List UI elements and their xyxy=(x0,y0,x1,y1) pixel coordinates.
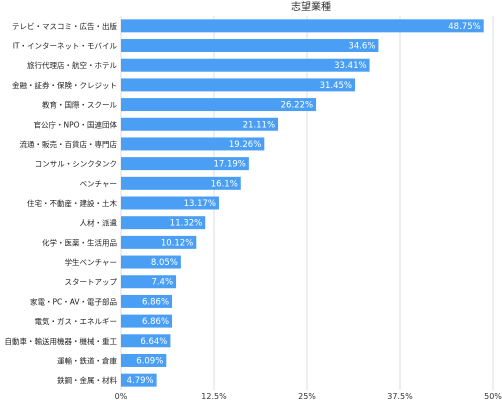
bar-value-label: 7.4% xyxy=(151,278,173,288)
bar xyxy=(121,176,241,190)
x-tick-label: 0% xyxy=(115,392,128,400)
category-label: ベンチャー xyxy=(80,179,117,188)
bar xyxy=(121,39,379,53)
bar-value-label: 13.17% xyxy=(184,199,216,209)
category-label: 自動車・輸送用機器・機械・重工 xyxy=(5,336,118,346)
bar xyxy=(121,275,177,289)
bar-value-label: 19.26% xyxy=(229,140,261,150)
x-tick-label: 12.5% xyxy=(201,392,227,400)
bar-value-label: 31.45% xyxy=(320,81,352,91)
bar-value-label: 16.1% xyxy=(211,179,238,189)
category-label: テレビ・マスコミ・広告・出版 xyxy=(12,21,117,31)
category-label: 電気・ガス・エネルギー xyxy=(35,316,118,326)
grid xyxy=(120,16,494,390)
bar-value-label: 4.79% xyxy=(127,376,154,386)
bar-value-label: 6.86% xyxy=(142,297,169,307)
x-tick-label: 25% xyxy=(298,392,316,400)
bar-value-label: 34.6% xyxy=(348,42,375,52)
bar xyxy=(121,98,317,112)
bar-value-label: 6.09% xyxy=(136,356,163,366)
bar-value-label: 6.86% xyxy=(142,317,169,327)
category-label: 人材・派遣 xyxy=(80,218,118,228)
bar-value-label: 33.41% xyxy=(334,61,366,71)
category-label: 鉄鋼・金属・材料 xyxy=(57,375,117,385)
category-label: スタートアップ xyxy=(65,278,118,287)
x-tick-label: 37.5% xyxy=(387,392,413,400)
bar-value-label: 48.75% xyxy=(448,22,480,32)
bar xyxy=(121,334,171,348)
x-tick-label: 50% xyxy=(484,392,502,400)
x-axis: 0% 12.5% 25% 37.5% 50% xyxy=(115,392,502,400)
bar xyxy=(121,216,206,230)
bar-value-label: 17.19% xyxy=(213,160,245,170)
category-label: 旅行代理店・航空・ホテル xyxy=(27,60,117,70)
bar xyxy=(121,294,173,308)
category-label: 運輸・鉄道・倉庫 xyxy=(57,355,117,365)
bar-value-label: 11.32% xyxy=(170,219,202,229)
bar-value-label: 8.05% xyxy=(151,258,178,268)
bar xyxy=(121,58,370,72)
bar xyxy=(121,235,197,249)
chart-title: 志望業種 xyxy=(291,0,331,13)
bar-value-label: 6.64% xyxy=(140,337,167,347)
bar xyxy=(121,157,249,171)
bar xyxy=(121,373,157,387)
bar-value-label: 26.22% xyxy=(281,101,313,111)
category-label: 家電・PC・AV・電子部品 xyxy=(30,296,117,306)
bar xyxy=(121,314,173,328)
bar xyxy=(121,137,265,151)
category-label: 教育・国際・スクール xyxy=(42,100,117,110)
bar xyxy=(121,353,167,367)
bar-value-label: 21.11% xyxy=(243,120,275,130)
category-label: 流通・販売・百貨店・専門店 xyxy=(20,139,118,149)
bars: テレビ・マスコミ・広告・出版 48.75% IT・インターネット・モバイル 34.6%… xyxy=(5,19,484,387)
category-label: 住宅・不動産・建設・土木 xyxy=(27,198,117,208)
category-label: 化学・医薬・生活用品 xyxy=(42,237,117,247)
bar xyxy=(121,117,279,131)
bar xyxy=(121,78,355,92)
category-label: 金融・証券・保険・クレジット xyxy=(12,80,117,90)
bar xyxy=(121,19,484,33)
bar-value-label: 10.12% xyxy=(161,238,193,248)
bar xyxy=(121,255,181,269)
bar xyxy=(121,196,219,210)
category-label: IT・インターネット・モバイル xyxy=(13,42,118,51)
category-label: 官公庁・NPO・国連団体 xyxy=(33,119,117,129)
category-label: コンサル・シンクタンク xyxy=(35,160,117,169)
category-label: 学生ベンチャー xyxy=(65,257,117,267)
